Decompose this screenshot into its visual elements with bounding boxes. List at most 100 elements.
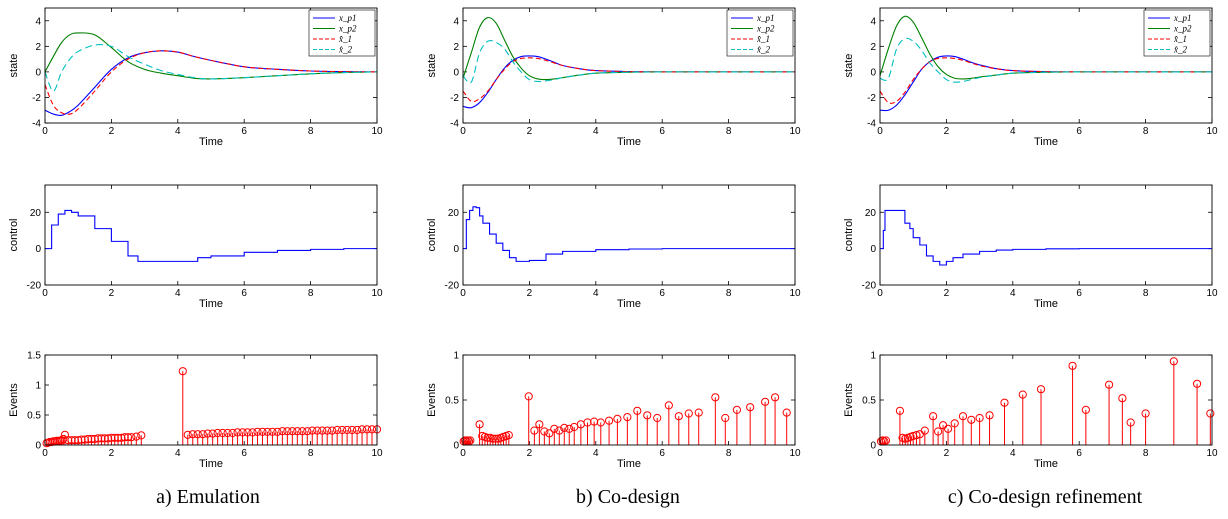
x-axis-label: Time xyxy=(1034,458,1058,470)
x-tick-label: 2 xyxy=(527,126,533,137)
chart-panel-1-1: 0 2 4 6 8 10 -4 -2 0 2 4 Time state x_p1x_p2x̂_1x̂_2 xyxy=(8,7,383,148)
legend-entry: x̂_2 xyxy=(756,45,770,55)
series-line-x--2 xyxy=(44,44,378,92)
event-marker xyxy=(460,436,470,445)
x-tick-label: 8 xyxy=(308,288,314,299)
event-marker xyxy=(348,425,357,435)
chart-panel-2-3: 0 2 4 6 8 10 0 0.5 1 Time Events xyxy=(426,351,801,471)
y-tick-label: -2 xyxy=(450,93,459,104)
event-marker xyxy=(491,434,500,443)
event-marker xyxy=(1036,385,1046,394)
event-marker xyxy=(303,427,312,436)
event-marker xyxy=(466,436,475,445)
legend-entry: x̂_1 xyxy=(756,34,770,44)
event-marker xyxy=(208,429,217,438)
event-marker xyxy=(746,403,755,412)
event-marker xyxy=(550,424,559,433)
event-marker xyxy=(288,427,297,436)
event-marker xyxy=(248,428,257,437)
caption-co-design-refinement: c) Co-design refinement xyxy=(948,486,1143,508)
event-marker xyxy=(188,430,197,439)
event-marker xyxy=(535,420,544,429)
x-axis-label: Time xyxy=(1034,298,1058,310)
event-marker xyxy=(1018,390,1027,399)
x-tick-label: 6 xyxy=(659,126,665,137)
y-tick-label: 0 xyxy=(35,67,41,78)
y-tick-label: 1 xyxy=(35,381,41,392)
event-marker xyxy=(664,401,673,410)
x-tick-label: 0 xyxy=(877,448,883,459)
x-tick-label: 6 xyxy=(241,126,247,137)
legend-entry: x̂_1 xyxy=(1173,34,1187,44)
y-tick-label: 0 xyxy=(35,244,41,255)
plot-frame xyxy=(44,184,378,286)
event-marker xyxy=(920,426,929,435)
x-tick-label: 8 xyxy=(726,288,732,299)
chart-panel-3-3: 0 2 4 6 8 10 0 0.5 1 Time Events xyxy=(843,351,1218,471)
event-marker xyxy=(504,431,513,440)
legend: x_p1x_p2x̂_1x̂_2 xyxy=(308,9,376,57)
plot-frame xyxy=(879,184,1213,286)
event-marker xyxy=(721,413,730,423)
x-tick-label: 8 xyxy=(726,448,732,459)
event-marker xyxy=(1118,394,1127,403)
x-axis-label: Time xyxy=(617,136,641,148)
x-tick-label: 6 xyxy=(659,288,665,299)
plot-frame xyxy=(879,354,1213,446)
event-marker xyxy=(929,412,938,421)
y-axis-label: control xyxy=(843,218,855,251)
event-marker xyxy=(127,433,136,442)
x-tick-label: 10 xyxy=(371,288,383,299)
event-marker xyxy=(183,430,192,439)
event-marker xyxy=(203,429,212,438)
x-tick-label: 6 xyxy=(1076,288,1082,299)
event-marker xyxy=(545,429,554,438)
event-marker xyxy=(653,413,662,423)
event-marker xyxy=(233,428,242,437)
y-tick-label: 20 xyxy=(448,208,460,219)
event-marker xyxy=(488,434,497,443)
x-tick-label: 10 xyxy=(371,126,383,137)
event-marker xyxy=(328,426,337,435)
caption-co-design: b) Co-design xyxy=(576,486,680,508)
y-tick-label: -4 xyxy=(32,119,41,130)
x-tick-label: 6 xyxy=(241,448,247,459)
y-axis-label: Events xyxy=(843,383,855,417)
legend-entry: x̂_1 xyxy=(338,34,352,44)
y-axis-label: control xyxy=(8,218,20,251)
event-marker xyxy=(298,427,307,436)
event-marker xyxy=(483,433,492,442)
event-marker xyxy=(283,427,292,436)
y-tick-label: -20 xyxy=(27,281,42,292)
event-marker xyxy=(258,427,267,436)
x-axis-label: Time xyxy=(1034,136,1058,148)
event-marker xyxy=(732,405,742,414)
x-tick-label: 8 xyxy=(1143,126,1149,137)
event-marker xyxy=(343,425,352,435)
x-tick-label: 10 xyxy=(1206,448,1218,459)
x-tick-label: 8 xyxy=(308,448,314,459)
legend: x_p1x_p2x̂_1x̂_2 xyxy=(1143,9,1211,57)
x-tick-label: 4 xyxy=(175,288,181,299)
y-tick-label: 0.5 xyxy=(862,396,876,407)
event-marker xyxy=(1000,398,1009,407)
event-marker xyxy=(1126,418,1135,427)
event-marker xyxy=(475,420,484,429)
x-tick-label: 0 xyxy=(42,448,48,459)
y-tick-label: 4 xyxy=(453,16,459,27)
x-axis-label: Time xyxy=(199,136,223,148)
x-tick-label: 6 xyxy=(1076,448,1082,459)
y-tick-label: -4 xyxy=(867,119,876,130)
event-marker xyxy=(711,393,720,402)
chart-panel-3-1: 0 2 4 6 8 10 -4 -2 0 2 4 Time state x_p1x_p2x̂_1x̂_2 xyxy=(843,7,1218,148)
x-axis-label: Time xyxy=(617,298,641,310)
x-tick-label: 0 xyxy=(877,288,883,299)
x-tick-label: 6 xyxy=(241,288,247,299)
y-axis-label: Events xyxy=(8,383,20,417)
chart-panel-1-3: 0 2 4 6 8 10 0 0.5 1 1.5 Time Events xyxy=(8,351,383,471)
event-marker xyxy=(694,408,703,417)
